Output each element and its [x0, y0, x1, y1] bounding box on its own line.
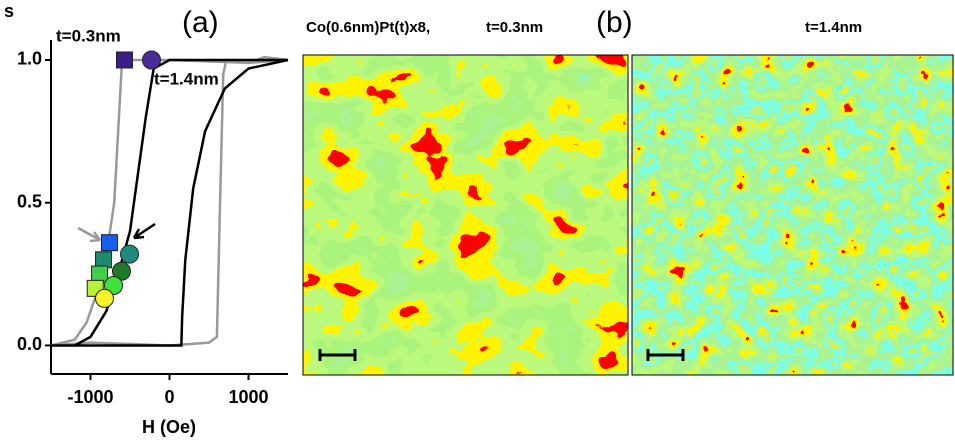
image-header: Co(0.6nm)Pt(t)x8, — [306, 19, 430, 36]
image-frame — [631, 54, 954, 376]
x-tick-label: 0 — [164, 387, 174, 407]
x-tick-label: -1000 — [67, 387, 113, 407]
y-tick-label: 1.0 — [17, 49, 42, 69]
y-title: s — [4, 1, 14, 21]
square-marker — [100, 234, 118, 252]
series-label: t=1.4nm — [154, 69, 219, 88]
panel-label: (b) — [596, 6, 633, 39]
arrow — [77, 226, 101, 243]
image-title: t=1.4nm — [805, 19, 862, 36]
circle-marker — [120, 244, 140, 264]
square-marker — [95, 251, 113, 269]
y-tick-label: 0.0 — [17, 334, 42, 354]
loop-line — [50, 55, 289, 347]
circle-marker — [141, 50, 161, 70]
loop-line — [51, 58, 289, 347]
square-marker — [91, 265, 109, 283]
circle-marker — [94, 288, 114, 308]
x-title: H (Oe) — [142, 417, 196, 437]
arrow — [132, 222, 156, 240]
scale-bar — [318, 349, 357, 361]
circle-marker — [111, 261, 131, 281]
series-label: t=0.3nm — [56, 26, 121, 45]
image-title: t=0.3nm — [486, 19, 543, 36]
scale-bar — [646, 349, 685, 361]
domain-image-right — [632, 55, 953, 375]
image-frame — [302, 54, 629, 376]
panel-label: (a) — [182, 6, 219, 39]
x-tick-label: 1000 — [228, 387, 268, 407]
square-marker — [115, 51, 133, 69]
y-tick-label: 0.5 — [17, 191, 42, 211]
domain-image-left — [303, 55, 628, 375]
